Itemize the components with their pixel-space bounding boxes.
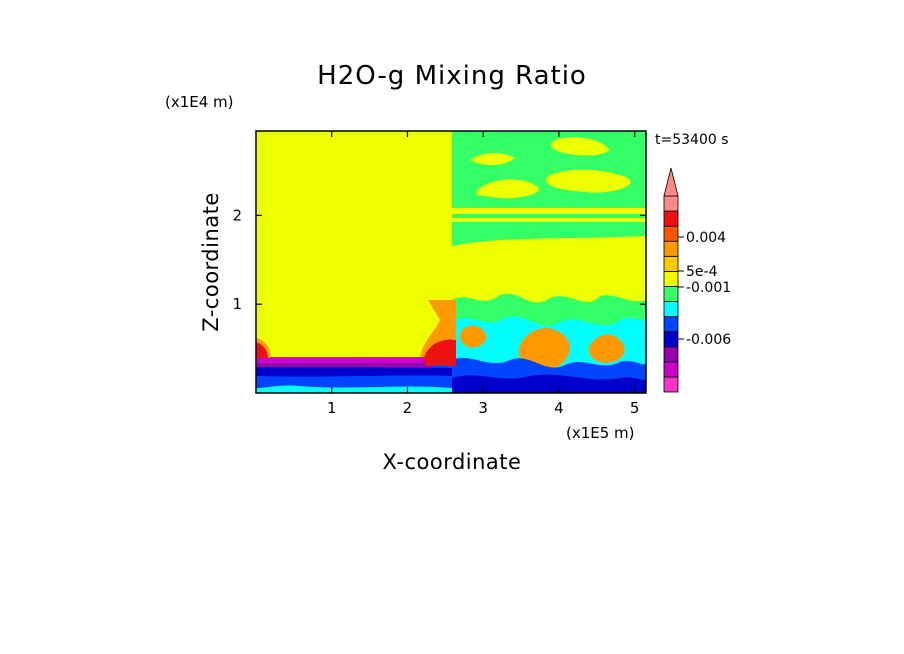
field-yellow-cloud-1	[476, 179, 540, 199]
colorbar-extend-max	[663, 167, 679, 197]
colorbar-level-11	[663, 210, 679, 227]
y-axis: 12	[232, 206, 646, 313]
x-axis-label: X-coordinate	[383, 450, 522, 474]
colorbar-level-3	[663, 331, 679, 348]
field-left-orange-edge	[256, 338, 271, 358]
colorbar-label-2: -0.001	[686, 280, 731, 296]
plot-area	[256, 131, 646, 393]
field-left-purple-layer	[256, 363, 432, 367]
colorbar-level-0	[663, 376, 679, 393]
colorbar-level-6	[663, 286, 679, 302]
field-orange-plume-2	[588, 334, 625, 363]
field-yellow-cloud-4	[470, 153, 515, 166]
colorbar-level-5	[663, 301, 679, 318]
field-green-upper	[452, 131, 646, 272]
field-orange-plume-1	[518, 328, 570, 371]
x-tick-label-0: 1	[327, 399, 337, 417]
field-left-red-edge	[256, 342, 269, 358]
field-yellow-cloud-2	[546, 169, 631, 193]
field-orange-plume-3	[459, 325, 486, 348]
field-yellow-mid	[452, 236, 646, 300]
y-axis-unit: (x1E4 m)	[165, 93, 234, 111]
colorbar-level-1	[663, 361, 679, 378]
x-axis: 1 2 3 4 5	[327, 131, 639, 417]
field-yellow-cloud-3	[550, 137, 610, 156]
field-orange-front	[420, 300, 456, 357]
colorbar-level-12	[663, 195, 679, 212]
x-tick-label-4: 5	[630, 399, 640, 417]
field-right-region	[452, 131, 646, 393]
y-tick-label-1: 2	[232, 206, 242, 224]
x-tick-label-3: 4	[554, 399, 564, 417]
colorbar-label-1: 5e-4	[686, 264, 718, 280]
x-tick-label-1: 2	[403, 399, 413, 417]
colorbar-label-3: -0.006	[686, 332, 731, 348]
colorbar-level-4	[663, 316, 679, 333]
time-label: t=53400 s	[655, 132, 729, 148]
x-axis-unit: (x1E5 m)	[566, 424, 635, 442]
field-navy-lower	[452, 374, 646, 393]
colorbar-level-8	[663, 255, 679, 272]
y-axis-label: Z-coordinate	[199, 192, 223, 332]
colorbar-level-2	[663, 346, 679, 363]
colorbar-level-9	[663, 240, 679, 257]
colorbar-level-7	[663, 270, 679, 287]
colorbar-label-0: 0.004	[686, 230, 726, 246]
colorbar-level-10	[663, 225, 679, 242]
x-tick-label-2: 3	[478, 399, 488, 417]
y-tick-label-0: 1	[232, 295, 242, 313]
field-red-front	[424, 339, 456, 366]
field-left-magenta-layer	[256, 357, 432, 365]
colorbar: 0.004 5e-4-0.001 -0.006	[663, 167, 731, 393]
field-yellow-streak-2	[452, 218, 646, 222]
chart-title: H2O-g Mixing Ratio	[317, 61, 587, 91]
plot-frame	[255, 130, 647, 394]
field-left-navy-band	[256, 366, 452, 377]
field-yellow-streak-1	[452, 208, 646, 214]
